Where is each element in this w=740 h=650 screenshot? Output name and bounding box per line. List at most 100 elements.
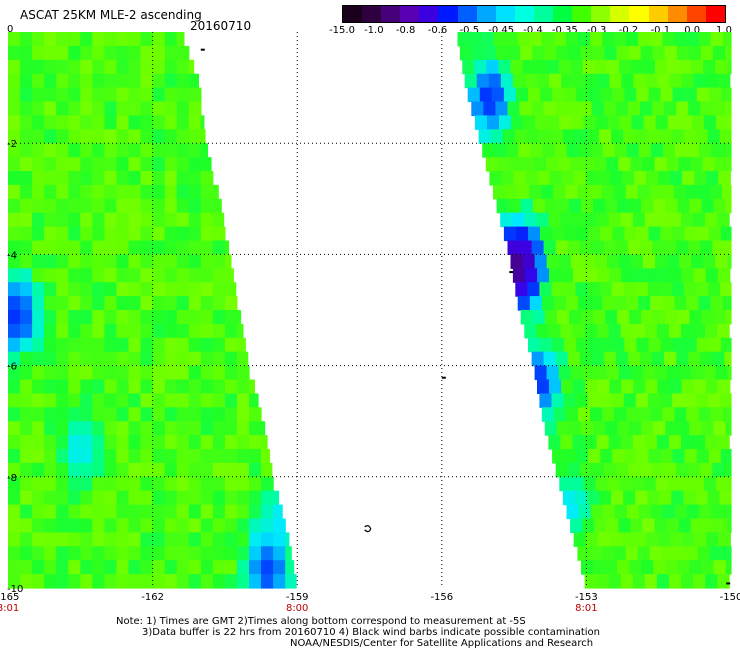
heatmap-cell [212,296,226,311]
heatmap-cell [573,73,586,89]
heatmap-cell [596,435,610,450]
heatmap-cell [200,546,214,561]
heatmap-cell [80,462,93,478]
heatmap-cell [200,323,214,339]
heatmap-cell [722,407,732,422]
heatmap-cell [164,32,178,47]
heatmap-cell [32,421,45,436]
heatmap-cell [588,226,601,242]
heatmap-cell [140,268,154,283]
heatmap-cell [32,87,45,103]
heatmap-cell [612,337,625,353]
heatmap-cell [594,59,608,75]
heatmap-cell [720,282,732,297]
heatmap-cell [683,490,696,506]
heatmap-cell [273,560,286,575]
heatmap-cell [678,518,692,533]
heatmap-cell [689,421,703,436]
heatmap-cell [496,45,509,61]
heatmap-cell [649,184,663,200]
heatmap-cell [471,101,484,116]
time-label: 8:01 [0,603,19,614]
heatmap-cell [164,365,178,381]
heatmap-cell [56,351,69,367]
heatmap-cell [116,87,130,103]
heatmap-cell [553,296,567,311]
heatmap-cell [717,574,730,589]
heatmap-cell [32,365,45,381]
heatmap-cell [625,546,639,561]
heatmap-cell [501,171,514,186]
heatmap-cell [618,254,632,269]
heatmap-cell [128,560,142,575]
heatmap-cell [32,101,45,116]
heatmap-cell [659,393,673,408]
heatmap-cell [591,351,605,367]
heatmap-cell [493,184,506,200]
heatmap-cell [568,421,582,436]
heatmap-cell [528,87,541,103]
heatmap-cell [645,379,659,394]
heatmap-cell [524,73,538,89]
heatmap-cell [615,101,629,116]
colorbar-segment [514,6,534,22]
heatmap-cell [20,476,33,492]
heatmap-cell [623,282,637,297]
heatmap-cell [505,32,519,47]
heatmap-cell [681,379,695,394]
heatmap-cell [80,254,93,269]
heatmap-cell [556,310,570,325]
heatmap-cell [717,323,730,339]
heatmap-cell [176,115,190,130]
heatmap-cell [104,115,117,130]
heatmap-cell [56,59,69,75]
heatmap-cell [236,449,250,464]
heatmap-cell [152,87,166,103]
heatmap-cell [534,254,548,269]
heatmap-cell [585,171,599,186]
heatmap-cell [20,198,33,214]
heatmap-cell [561,73,574,89]
heatmap-cell [581,421,594,436]
heatmap-cell [630,157,644,172]
heatmap-cell [664,45,678,61]
heatmap-cell [469,32,483,47]
heatmap-cell [685,184,699,200]
heatmap-cell [599,282,613,297]
heatmap-cell [68,45,81,61]
heatmap-cell [595,476,609,492]
heatmap-cell [164,407,178,422]
heatmap-cell [681,212,694,228]
heatmap-cell [708,226,722,242]
heatmap-cell [200,171,214,186]
heatmap-cell [104,129,117,144]
heatmap-cell [176,518,190,533]
heatmap-cell [92,87,105,103]
heatmap-cell [662,504,676,520]
heatmap-cell [676,351,689,367]
heatmap-cell [613,184,627,200]
y-tick-label: -4 [7,250,17,261]
heatmap-cell [44,171,57,186]
heatmap-cell [713,421,727,436]
heatmap-cell [724,101,732,116]
heatmap-cell [641,198,654,214]
heatmap-cell [44,518,57,533]
heatmap-cell [628,351,641,367]
heatmap-cell [637,546,651,561]
heatmap-cell [68,560,81,575]
heatmap-cell [261,518,274,533]
heatmap-cell [551,282,565,297]
heatmap-cell [164,546,178,561]
heatmap-cell [116,323,130,339]
heatmap-cell [638,143,652,158]
heatmap-cell [462,59,475,75]
heatmap-cell [717,379,731,394]
heatmap-cell [592,45,606,61]
heatmap-cell [705,268,719,283]
heatmap-cell [698,32,712,47]
heatmap-cell [44,504,57,520]
heatmap-cell [688,462,701,478]
heatmap-cell [92,351,105,367]
heatmap-cell [690,157,704,172]
